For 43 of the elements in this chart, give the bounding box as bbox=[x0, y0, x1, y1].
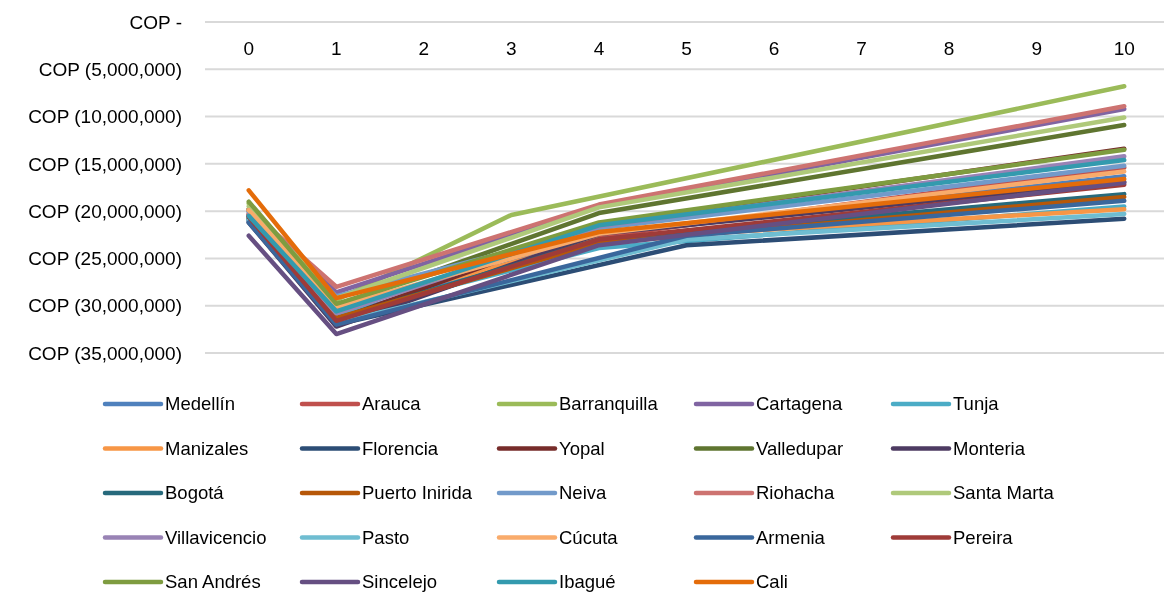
legend-label: Florencia bbox=[362, 437, 439, 459]
x-tick-label: 0 bbox=[243, 38, 255, 59]
legend-label: Sincelejo bbox=[362, 571, 438, 593]
x-tick-label: 7 bbox=[856, 38, 867, 59]
y-tick-label: COP (30,000,000) bbox=[28, 295, 182, 317]
legend-label: Manizales bbox=[165, 437, 249, 459]
legend-label: Valledupar bbox=[756, 437, 844, 459]
y-tick-label: COP (5,000,000) bbox=[38, 58, 182, 80]
legend-label: Neiva bbox=[559, 482, 608, 504]
x-tick-label: 5 bbox=[681, 38, 692, 59]
legend-label: Cali bbox=[756, 571, 788, 593]
y-tick-label: COP (25,000,000) bbox=[28, 248, 182, 270]
x-tick-label: 4 bbox=[593, 38, 605, 59]
y-tick-label: COP - bbox=[129, 11, 182, 33]
x-tick-label: 2 bbox=[418, 38, 430, 59]
x-tick-label: 8 bbox=[943, 38, 955, 59]
legend-label: San Andrés bbox=[165, 571, 261, 593]
legend-label: Bogotá bbox=[165, 482, 225, 504]
legend-label: Villavicencio bbox=[165, 526, 267, 548]
x-tick-label: 6 bbox=[768, 38, 780, 59]
legend-label: Monteria bbox=[953, 437, 1026, 459]
legend-label: Cartagena bbox=[756, 393, 844, 415]
legend-label: Puerto Inirida bbox=[362, 482, 473, 504]
legend-label: Ibagué bbox=[559, 571, 616, 593]
x-tick-label: 9 bbox=[1031, 38, 1042, 59]
legend-label: Pasto bbox=[362, 526, 410, 548]
y-tick-label: COP (10,000,000) bbox=[28, 106, 182, 128]
legend-label: Yopal bbox=[559, 437, 605, 459]
legend-label: Riohacha bbox=[756, 482, 835, 504]
legend-label: Barranquilla bbox=[559, 393, 659, 415]
legend-label: Medellín bbox=[165, 393, 235, 415]
legend-label: Pereira bbox=[953, 526, 1014, 548]
x-tick-label: 10 bbox=[1113, 38, 1135, 59]
legend-label: Armenia bbox=[756, 526, 826, 548]
x-tick-label: 3 bbox=[506, 38, 517, 59]
x-tick-label: 1 bbox=[331, 38, 342, 59]
legend-label: Arauca bbox=[362, 393, 422, 415]
y-tick-label: COP (35,000,000) bbox=[28, 342, 182, 364]
y-tick-label: COP (15,000,000) bbox=[28, 153, 182, 175]
legend-label: Tunja bbox=[953, 393, 1000, 415]
y-tick-label: COP (20,000,000) bbox=[28, 200, 182, 222]
legend-label: Cúcuta bbox=[559, 526, 619, 548]
legend-label: Santa Marta bbox=[953, 482, 1055, 504]
